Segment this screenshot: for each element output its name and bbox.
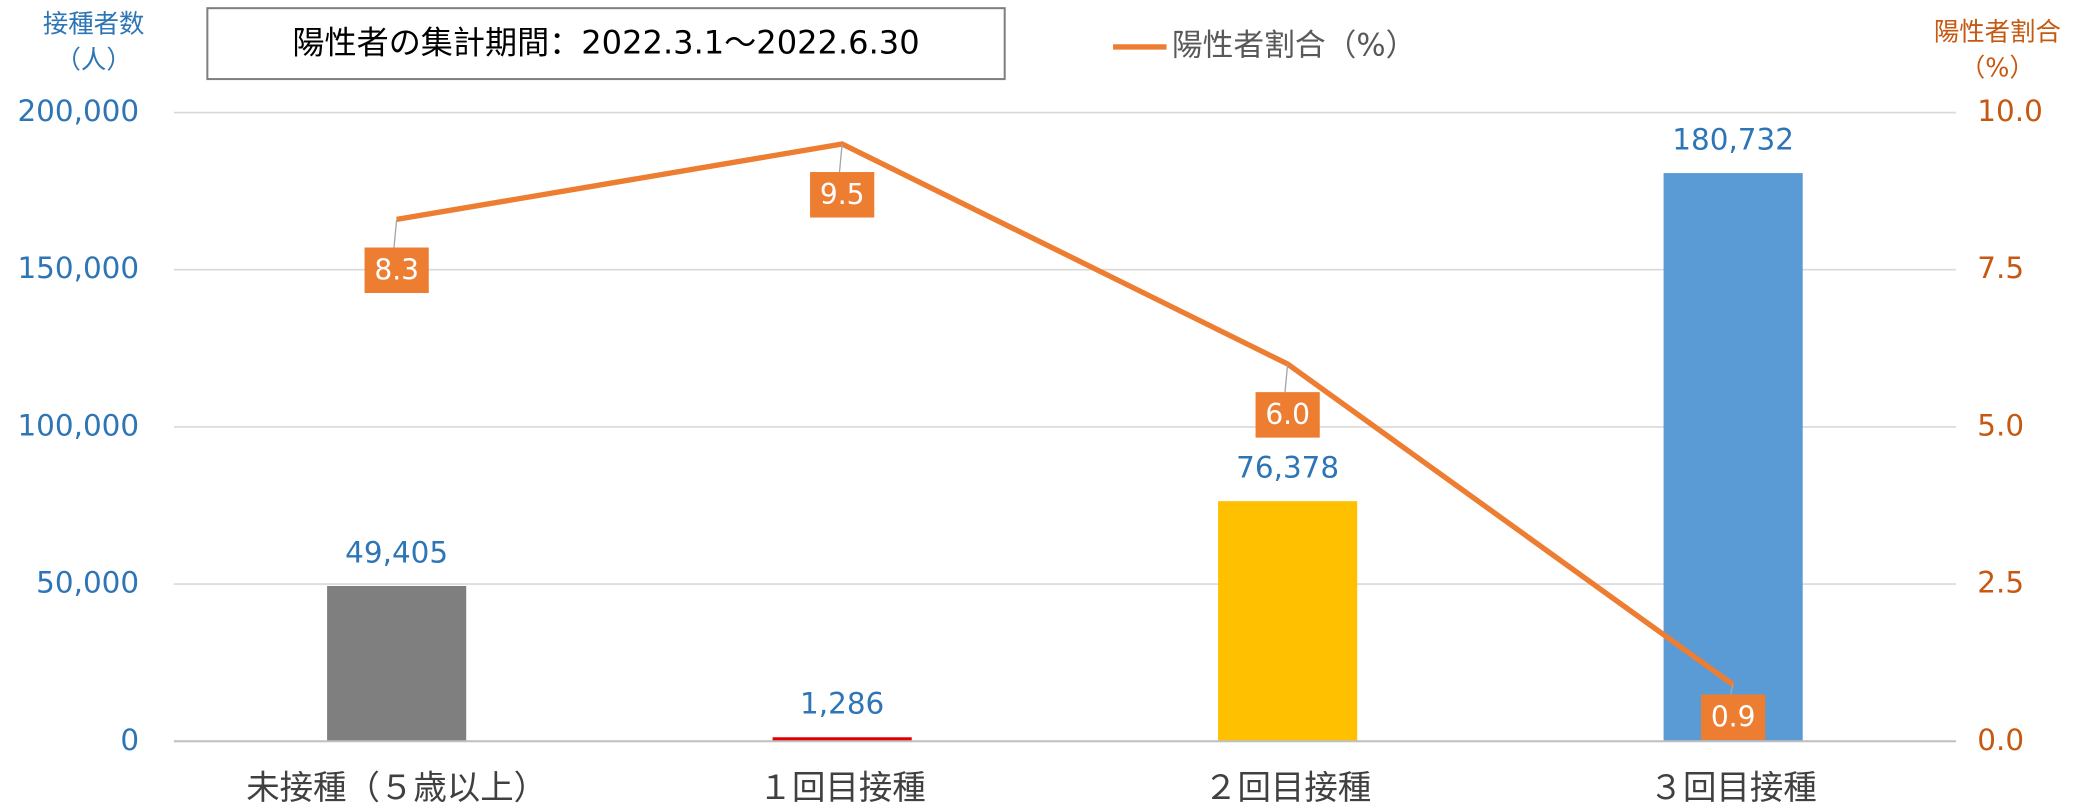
y2-tick-label: 0.0 xyxy=(1977,723,2024,757)
bar xyxy=(1218,501,1358,742)
line-label-box xyxy=(364,247,429,293)
y-tick-label: 200,000 xyxy=(17,94,139,128)
x-tick-label: 未接種（５歳以上） xyxy=(246,768,547,807)
x-tick-label: １回目接種 xyxy=(759,768,926,807)
leader-line xyxy=(1729,684,1734,695)
line-value-label: 6.0 xyxy=(1265,398,1310,431)
bar xyxy=(772,737,912,742)
y2-axis-label: （%） xyxy=(1960,53,2035,83)
leader-line xyxy=(1284,363,1289,393)
line-series xyxy=(396,141,1735,687)
legend-label: 陽性者割合（%） xyxy=(1172,27,1416,63)
line-value-label: 0.9 xyxy=(1711,701,1756,734)
x-tick-label: ３回目接種 xyxy=(1650,768,1817,807)
y-axis-label: 接種者数 xyxy=(43,9,145,39)
leader-line xyxy=(393,219,398,248)
annotation: 陽性者の集計期間：2022.3.1～2022.6.30 xyxy=(292,23,919,61)
leader-line xyxy=(838,143,843,173)
annotation-box xyxy=(206,7,1006,81)
y2-tick-label: 2.5 xyxy=(1977,566,2024,600)
line-value-label: 9.5 xyxy=(820,178,865,211)
y-tick-label: 100,000 xyxy=(17,408,139,442)
y-tick-label: 50,000 xyxy=(36,566,139,600)
y2-tick-label: 5.0 xyxy=(1977,408,2024,442)
y-tick-label: 0 xyxy=(120,723,139,757)
bar-value-label: 76,378 xyxy=(1236,451,1339,485)
x-tick-label: ２回目接種 xyxy=(1204,768,1371,807)
bar-value-label: 49,405 xyxy=(345,535,448,569)
bar xyxy=(327,585,467,742)
line-label-box xyxy=(1701,694,1766,740)
y2-tick-label: 7.5 xyxy=(1977,251,2024,285)
line-label-box xyxy=(810,172,875,218)
line-value-label: 8.3 xyxy=(374,254,419,287)
bar xyxy=(1663,173,1803,742)
bar-value-label: 1,286 xyxy=(800,687,884,721)
y2-tick-label: 10.0 xyxy=(1977,94,2043,128)
bar-value-label: 180,732 xyxy=(1672,122,1794,156)
y-axis-label: （人） xyxy=(56,45,132,75)
y-tick-label: 150,000 xyxy=(17,251,139,285)
y2-axis-label: 陽性者割合 xyxy=(1934,17,2061,47)
line-label-box xyxy=(1255,392,1320,438)
